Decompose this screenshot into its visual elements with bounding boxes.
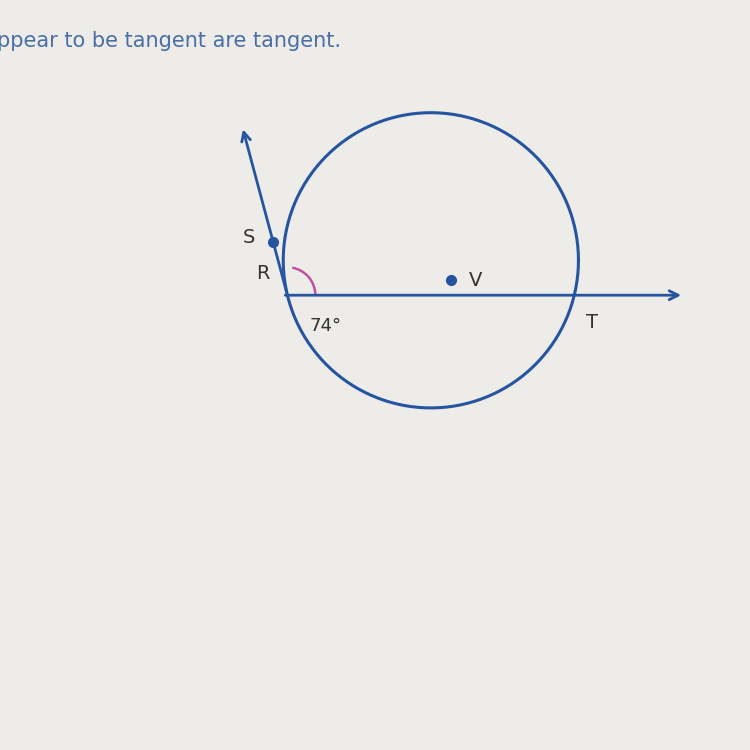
Text: ppear to be tangent are tangent.: ppear to be tangent are tangent. [0,31,341,51]
Text: S: S [243,228,255,247]
Text: T: T [586,314,598,332]
Text: 74°: 74° [309,317,341,335]
Text: R: R [256,264,269,284]
Text: V: V [469,271,482,290]
